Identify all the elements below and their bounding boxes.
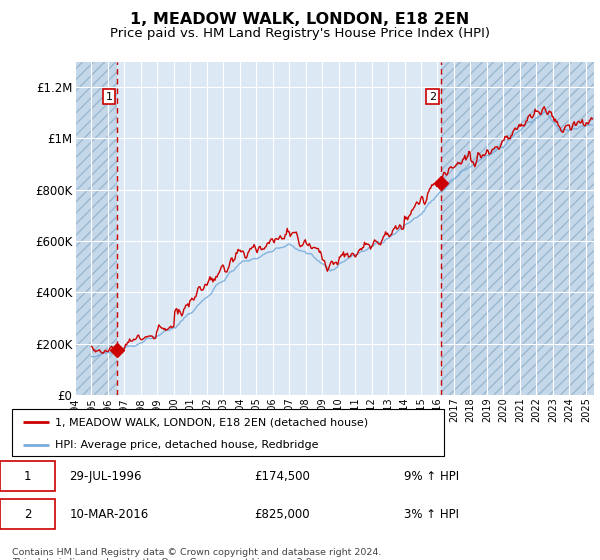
Text: 9% ↑ HPI: 9% ↑ HPI <box>404 470 459 483</box>
FancyBboxPatch shape <box>12 409 444 456</box>
Text: 29-JUL-1996: 29-JUL-1996 <box>70 470 142 483</box>
Bar <box>440 62 594 395</box>
Text: 1, MEADOW WALK, LONDON, E18 2EN: 1, MEADOW WALK, LONDON, E18 2EN <box>130 12 470 27</box>
Bar <box>75 62 118 395</box>
Text: 1: 1 <box>106 92 113 101</box>
Text: 3% ↑ HPI: 3% ↑ HPI <box>404 507 458 521</box>
FancyBboxPatch shape <box>1 461 55 491</box>
Text: Price paid vs. HM Land Registry's House Price Index (HPI): Price paid vs. HM Land Registry's House … <box>110 27 490 40</box>
Text: 1, MEADOW WALK, LONDON, E18 2EN (detached house): 1, MEADOW WALK, LONDON, E18 2EN (detache… <box>55 417 368 427</box>
Text: 10-MAR-2016: 10-MAR-2016 <box>70 507 149 521</box>
Text: £825,000: £825,000 <box>254 507 310 521</box>
Text: 2: 2 <box>24 507 31 521</box>
Text: HPI: Average price, detached house, Redbridge: HPI: Average price, detached house, Redb… <box>55 440 319 450</box>
Text: £174,500: £174,500 <box>254 470 310 483</box>
Text: 1: 1 <box>24 470 31 483</box>
FancyBboxPatch shape <box>1 499 55 529</box>
Text: 2: 2 <box>429 92 436 101</box>
Text: Contains HM Land Registry data © Crown copyright and database right 2024.
This d: Contains HM Land Registry data © Crown c… <box>12 548 382 560</box>
